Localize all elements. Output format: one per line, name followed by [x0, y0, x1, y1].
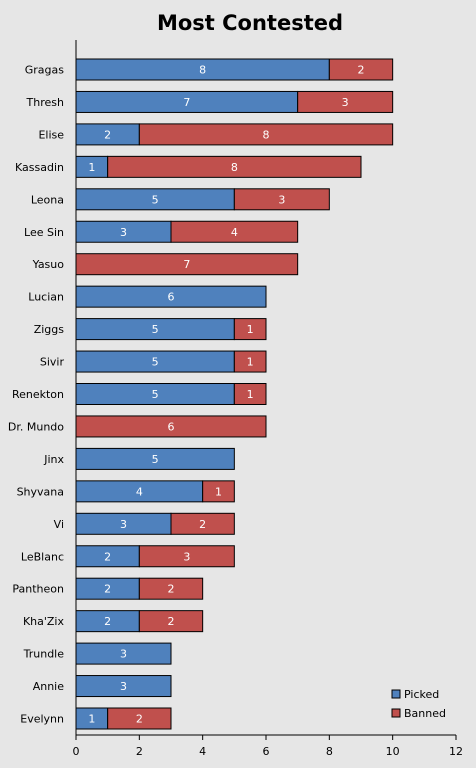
data-label: 6	[168, 291, 175, 304]
category-label: Kassadin	[15, 161, 64, 174]
category-label: Yasuo	[32, 258, 65, 271]
category-label: Kha'Zix	[23, 615, 65, 628]
data-label: 3	[120, 518, 127, 531]
data-label: 3	[120, 226, 127, 239]
category-label: Jinx	[43, 453, 64, 466]
bar-segment-banned	[107, 707, 172, 730]
bars-layer: Gragas 8 2 Thresh 7 3 Elise 2 8 Kassadin 1 8 Leona 5 3…	[8, 58, 394, 730]
x-tick-label: 2	[136, 745, 143, 758]
category-label: Gragas	[25, 64, 65, 77]
bar-segment-banned	[233, 383, 267, 405]
data-label: 2	[199, 518, 206, 531]
data-label: 3	[120, 648, 127, 661]
legend-swatch-picked	[391, 689, 401, 699]
bar-segment-banned	[107, 155, 362, 178]
data-label: 1	[88, 161, 95, 174]
legend: Picked Banned	[391, 688, 446, 720]
x-tick-label: 12	[449, 745, 463, 758]
bar-segment-banned	[328, 58, 394, 81]
data-label: 2	[104, 128, 111, 141]
data-label: 1	[247, 323, 254, 336]
category-label: Evelynn	[20, 713, 64, 726]
data-label: 4	[136, 485, 143, 498]
chart-title: Most Contested	[157, 11, 343, 35]
bar-segment-banned	[170, 512, 235, 535]
data-label: 2	[168, 615, 175, 628]
data-label: 3	[183, 550, 190, 563]
data-label: 6	[168, 420, 175, 433]
data-label: 4	[231, 226, 238, 239]
data-label: 5	[152, 453, 159, 466]
data-label: 3	[278, 193, 285, 206]
category-label: Ziggs	[34, 323, 65, 336]
bar-segment-banned	[297, 90, 394, 113]
data-label: 2	[104, 550, 111, 563]
data-label: 8	[199, 64, 206, 77]
data-label: 1	[247, 388, 254, 401]
category-label: Elise	[38, 128, 64, 141]
data-label: 3	[120, 680, 127, 693]
legend-swatch-banned	[391, 708, 401, 718]
x-tick-label: 6	[263, 745, 270, 758]
category-label: LeBlanc	[21, 550, 64, 563]
legend-label-picked: Picked	[404, 688, 439, 701]
axis-layer: 0 2 4 6 8 10 12	[73, 40, 463, 758]
data-label: 3	[342, 96, 349, 109]
x-tick-label: 0	[73, 745, 80, 758]
x-tick-label: 8	[326, 745, 333, 758]
category-label: Shyvana	[17, 485, 64, 498]
x-tick-label: 4	[199, 745, 206, 758]
data-label: 2	[168, 583, 175, 596]
data-label: 2	[104, 583, 111, 596]
category-label: Sivir	[40, 356, 65, 369]
bar-segment-banned	[138, 123, 394, 146]
category-label: Lucian	[28, 291, 64, 304]
bar-segment-banned	[138, 577, 204, 600]
data-label: 7	[183, 96, 190, 109]
category-label: Leona	[31, 193, 64, 206]
bar-segment-banned	[233, 188, 330, 211]
category-label: Vi	[54, 518, 64, 531]
data-label: 8	[263, 128, 270, 141]
bar-segment-banned	[233, 350, 267, 373]
category-label: Pantheon	[12, 583, 64, 596]
bar-segment-banned	[138, 610, 204, 633]
category-label: Thresh	[26, 96, 64, 109]
category-label: Lee Sin	[24, 226, 64, 239]
data-label: 1	[247, 356, 254, 369]
data-label: 5	[152, 193, 159, 206]
bar-segment-banned	[233, 318, 267, 341]
data-label: 1	[88, 713, 95, 726]
bar-segment-banned	[202, 480, 235, 503]
legend-label-banned: Banned	[404, 707, 446, 720]
data-label: 2	[104, 615, 111, 628]
category-label: Annie	[33, 680, 65, 693]
data-label: 8	[231, 161, 238, 174]
bar-segment-banned	[170, 220, 299, 243]
x-tick-label: 10	[386, 745, 400, 758]
data-label: 7	[183, 258, 190, 271]
data-label: 5	[152, 356, 159, 369]
category-label: Renekton	[12, 388, 64, 401]
data-label: 5	[152, 323, 159, 336]
category-label: Dr. Mundo	[8, 420, 64, 433]
data-label: 2	[358, 64, 365, 77]
data-label: 1	[215, 485, 222, 498]
data-label: 2	[136, 713, 143, 726]
bar-segment-banned	[138, 545, 235, 568]
category-label: Trundle	[23, 648, 65, 661]
data-label: 5	[152, 388, 159, 401]
